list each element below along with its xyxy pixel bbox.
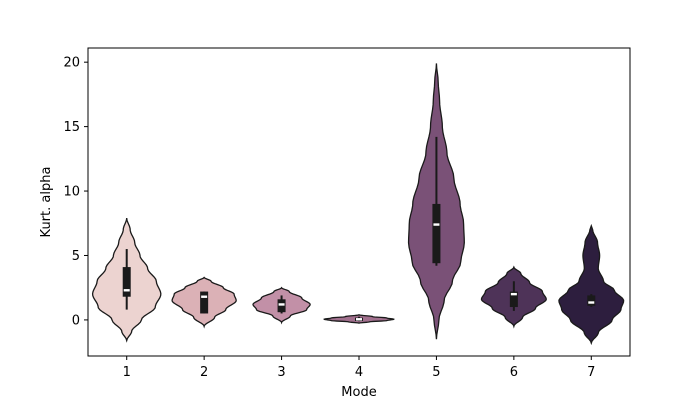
violin-group	[171, 276, 237, 329]
y-axis: 0 5 10 15 20	[63, 56, 88, 328]
violin-median	[123, 289, 130, 292]
violin-iqr-box	[200, 291, 209, 314]
y-tick-label: 5	[72, 249, 80, 264]
violin-group	[323, 313, 395, 324]
y-tick-label: 15	[63, 120, 80, 135]
y-tick-label: 10	[63, 185, 80, 200]
violin-iqr-box	[432, 203, 441, 264]
violin-body	[558, 223, 625, 346]
violin-group	[91, 218, 162, 343]
plot-frame	[87, 47, 631, 357]
x-axis: 1 2 3 4 5 6 7	[123, 356, 595, 380]
y-tick-label: 0	[72, 313, 80, 328]
y-axis-title: Kurt. alpha	[39, 167, 54, 238]
violin-iqr-box	[277, 299, 286, 313]
violins-layer	[91, 63, 625, 346]
violin-group	[407, 63, 465, 340]
x-tick-label: 2	[200, 365, 208, 380]
y-tick-label: 20	[63, 56, 80, 71]
violin-group	[480, 265, 547, 329]
violin-median	[588, 301, 595, 304]
x-tick-label: 6	[510, 365, 518, 380]
x-axis-title: Mode	[341, 385, 376, 400]
x-tick-label: 4	[355, 365, 363, 380]
violin-group	[252, 286, 311, 325]
violin-median	[433, 223, 440, 226]
violin-median	[278, 303, 285, 306]
x-tick-label: 7	[587, 365, 595, 380]
x-tick-label: 1	[123, 365, 131, 380]
violin-median	[356, 318, 362, 321]
x-tick-label: 3	[277, 365, 285, 380]
violin-iqr-box	[587, 295, 596, 306]
violin-median	[201, 295, 208, 298]
x-tick-label: 5	[432, 365, 440, 380]
violin-group	[558, 223, 625, 346]
violin-iqr-box	[122, 267, 131, 297]
violin-median	[510, 292, 517, 296]
violin-iqr-box	[509, 291, 518, 308]
